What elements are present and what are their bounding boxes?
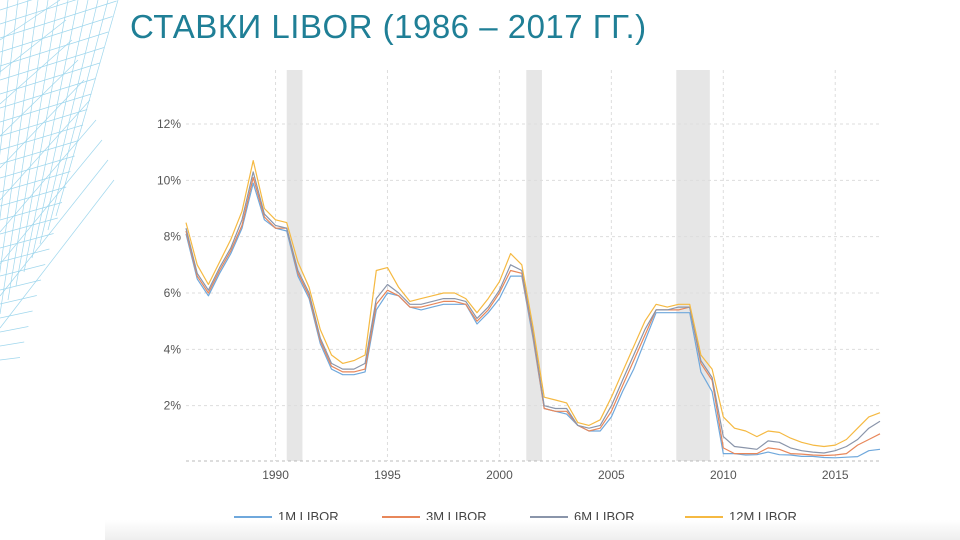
y-tick-label: 6% bbox=[164, 286, 182, 300]
recession-band-1 bbox=[286, 70, 303, 461]
series-line-12m-libor bbox=[185, 160, 881, 448]
x-tick-label: 1995 bbox=[374, 468, 401, 482]
legend-swatch-1m bbox=[234, 515, 272, 518]
axes: 2% 4% 6% 8% 10% 12% 1990 1995 2000 2005 2010 2015 bbox=[157, 117, 880, 482]
series-lines bbox=[185, 160, 881, 459]
x-tick-label: 2000 bbox=[486, 468, 513, 482]
y-tick-label: 2% bbox=[164, 399, 182, 413]
legend-swatch-3m bbox=[382, 515, 420, 518]
y-tick-label: 12% bbox=[157, 117, 181, 131]
legend-swatch-6m bbox=[530, 515, 568, 518]
footer-shadow bbox=[105, 520, 960, 540]
x-tick-label: 2010 bbox=[710, 468, 737, 482]
series-line-6m-libor bbox=[185, 171, 881, 454]
decorative-wireframe-graphic bbox=[0, 0, 119, 361]
recession-bands bbox=[286, 70, 710, 461]
y-tick-label: 4% bbox=[164, 342, 182, 356]
y-tick-label: 8% bbox=[164, 230, 182, 244]
legend-swatch-12m bbox=[685, 515, 723, 518]
x-tick-label: 2005 bbox=[598, 468, 625, 482]
recession-band-3 bbox=[676, 70, 710, 461]
slide-title: СТАВКИ LIBOR (1986 – 2017 ГГ.) bbox=[130, 8, 647, 45]
recession-band-2 bbox=[526, 70, 542, 461]
y-tick-label: 10% bbox=[157, 173, 181, 187]
x-tick-label: 2015 bbox=[822, 468, 849, 482]
x-tick-label: 1990 bbox=[262, 468, 289, 482]
